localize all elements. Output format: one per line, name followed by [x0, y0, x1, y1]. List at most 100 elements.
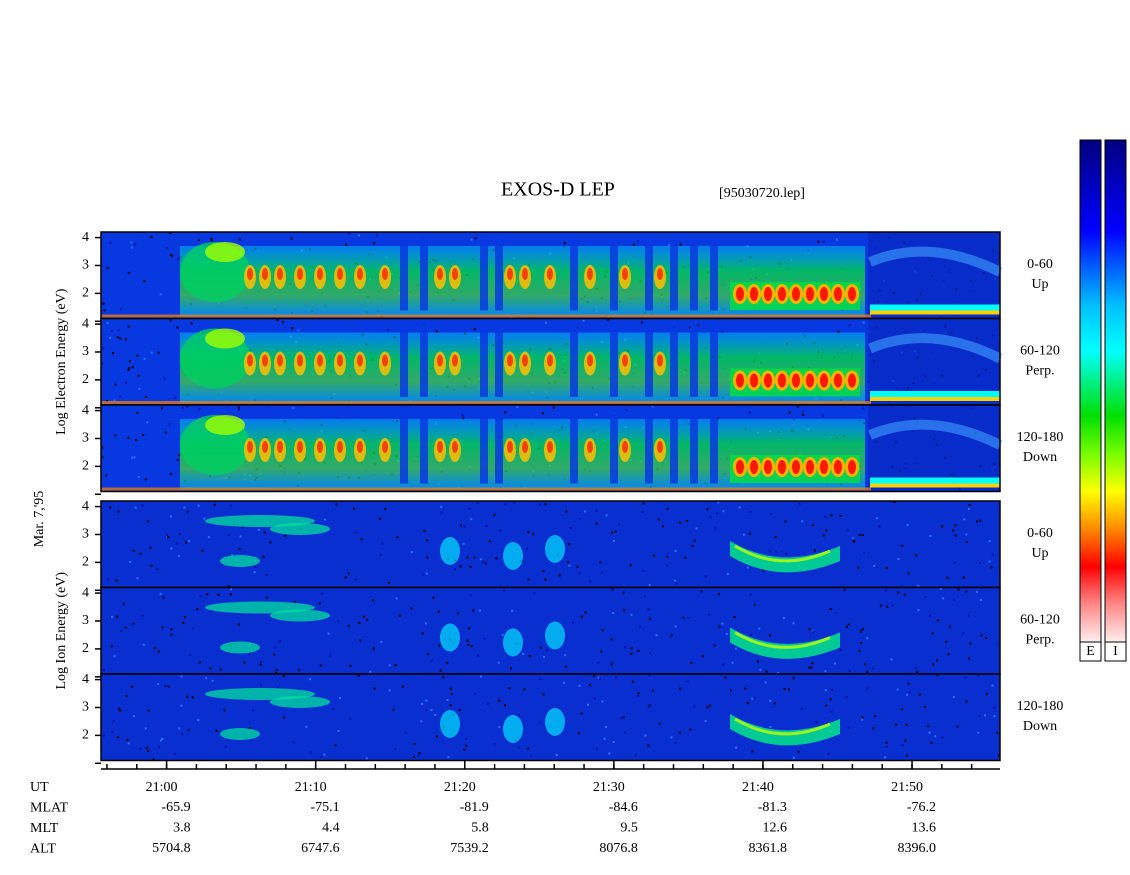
noise	[835, 238, 838, 241]
noise	[116, 615, 119, 618]
noise	[178, 532, 181, 535]
noise	[480, 675, 483, 678]
blob	[297, 268, 303, 280]
noise	[928, 614, 931, 617]
colorbar	[1079, 139, 1102, 643]
noise	[891, 604, 894, 607]
noise	[861, 534, 864, 537]
noise	[119, 709, 122, 712]
noise	[112, 720, 115, 723]
noise	[384, 507, 387, 510]
noise	[329, 654, 332, 657]
noise	[597, 676, 600, 679]
noise	[615, 676, 618, 679]
blob	[730, 714, 840, 746]
noise	[785, 552, 788, 555]
noise	[117, 329, 120, 332]
noise	[619, 716, 622, 719]
noise	[430, 659, 433, 662]
noise	[388, 581, 391, 584]
noise	[564, 654, 567, 657]
noise	[969, 642, 972, 645]
gap	[610, 407, 618, 484]
noise	[486, 702, 489, 705]
blob	[220, 555, 260, 567]
noise	[297, 668, 300, 671]
noise	[426, 556, 429, 559]
ephemeris-label: UT	[30, 780, 49, 795]
noise	[197, 719, 200, 722]
noise	[749, 634, 752, 637]
noise	[908, 691, 911, 694]
spectrogram	[101, 232, 1003, 319]
gap	[710, 320, 718, 397]
noise	[758, 627, 761, 630]
noise	[996, 731, 999, 734]
noise	[198, 661, 201, 664]
noise	[641, 510, 644, 513]
noise	[118, 707, 121, 710]
noise	[811, 523, 814, 526]
noise	[915, 554, 918, 557]
noise	[276, 319, 279, 322]
noise	[637, 240, 640, 243]
y-tick-label: 3	[82, 613, 89, 628]
noise	[952, 695, 955, 698]
noise	[666, 555, 669, 558]
blob	[545, 621, 565, 650]
noise	[335, 503, 338, 506]
noise	[599, 561, 602, 564]
panel-label: Up	[1031, 277, 1048, 292]
noise	[119, 337, 122, 340]
gap	[420, 234, 428, 311]
noise	[845, 695, 848, 698]
noise	[376, 234, 379, 237]
blob	[205, 242, 245, 262]
noise	[748, 532, 751, 535]
noise	[979, 598, 982, 601]
noise	[106, 266, 109, 269]
noise	[129, 561, 132, 564]
noise	[866, 637, 869, 640]
noise	[623, 609, 626, 612]
noise	[345, 243, 348, 246]
noise	[905, 754, 908, 757]
noise	[742, 533, 745, 536]
panel-label: Up	[1031, 546, 1048, 561]
noise	[759, 668, 762, 671]
noise	[544, 321, 547, 324]
noise	[410, 607, 413, 610]
noise	[127, 368, 130, 371]
foot	[101, 401, 871, 404]
noise	[227, 534, 230, 537]
noise	[499, 529, 502, 532]
noise	[136, 354, 139, 357]
noise	[848, 324, 851, 327]
noise	[866, 670, 869, 673]
noise	[132, 622, 135, 625]
noise	[821, 414, 824, 417]
noise	[721, 622, 724, 625]
blob	[503, 542, 523, 570]
noise	[576, 565, 579, 568]
noise	[997, 642, 1000, 645]
noise	[937, 619, 940, 622]
noise	[145, 396, 148, 399]
noise	[474, 237, 477, 240]
noise	[472, 609, 475, 612]
noise	[967, 507, 970, 510]
blob	[277, 441, 283, 453]
noise	[137, 374, 140, 377]
noise	[682, 616, 685, 619]
noise	[597, 661, 600, 664]
noise	[934, 735, 937, 738]
blob	[317, 441, 323, 453]
noise	[136, 411, 139, 414]
noise	[587, 703, 590, 706]
noise	[481, 561, 484, 564]
noise	[418, 752, 421, 755]
ring	[834, 287, 842, 301]
noise	[466, 639, 469, 642]
noise	[101, 362, 104, 365]
ephemeris-value: -81.3	[758, 800, 787, 815]
